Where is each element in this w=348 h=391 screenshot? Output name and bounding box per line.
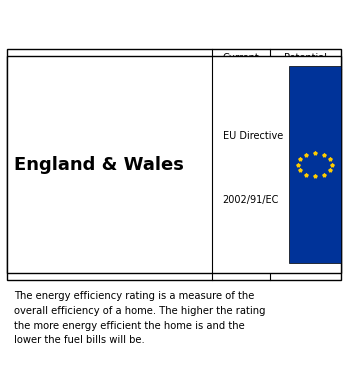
Polygon shape [10,82,74,106]
Text: Not energy efficient - higher running costs: Not energy efficient - higher running co… [10,265,188,274]
Text: F: F [142,217,151,230]
Text: (21-38): (21-38) [16,219,44,228]
Text: EU Directive: EU Directive [223,131,283,142]
Text: Current: Current [223,53,259,63]
Text: 2002/91/EC: 2002/91/EC [223,195,279,205]
Polygon shape [207,135,266,156]
Text: E: E [126,190,135,204]
Text: D: D [108,165,119,179]
Text: B: B [77,113,88,127]
Text: (81-91): (81-91) [16,115,44,124]
Text: Energy Efficiency Rating: Energy Efficiency Rating [10,17,220,32]
Polygon shape [10,211,153,236]
Text: Very energy efficient - lower running costs: Very energy efficient - lower running co… [10,72,189,81]
Polygon shape [10,237,169,262]
Text: C: C [93,139,104,153]
Polygon shape [10,134,105,158]
Bar [289,66,341,264]
Text: The energy efficiency rating is a measure of the
overall efficiency of a home. T: The energy efficiency rating is a measur… [14,291,266,345]
Text: (55-68): (55-68) [16,167,44,176]
Polygon shape [10,108,89,132]
Text: 90: 90 [299,113,316,126]
Polygon shape [263,109,337,130]
Polygon shape [10,160,121,184]
Text: G: G [156,242,167,256]
Text: (39-54): (39-54) [16,193,44,202]
Text: 71: 71 [234,139,252,152]
Text: (92-100): (92-100) [16,90,48,99]
Text: England & Wales: England & Wales [14,156,184,174]
Text: Potential: Potential [284,53,327,63]
Text: (69-80): (69-80) [16,141,44,150]
Text: (1-20): (1-20) [16,245,39,254]
Text: A: A [61,87,72,101]
Polygon shape [10,185,137,210]
